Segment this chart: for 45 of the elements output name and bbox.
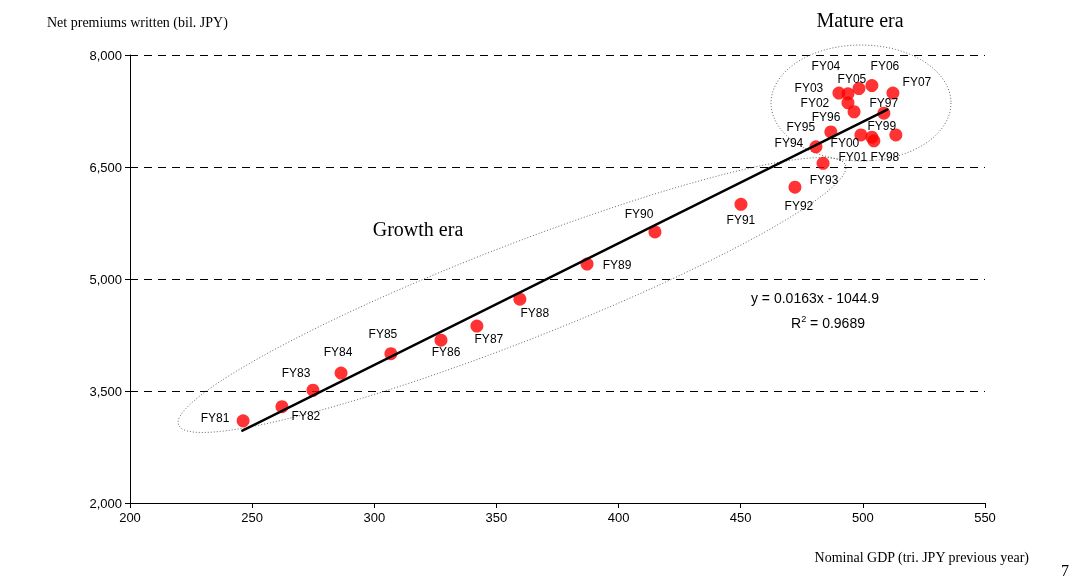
annotation: FY87 <box>474 332 504 347</box>
y-tick-label: 5,000 <box>89 271 122 287</box>
y-tick-label: 8,000 <box>89 47 122 63</box>
annotation: FY00 <box>830 135 860 150</box>
x-tick-label: 450 <box>729 510 752 525</box>
annotation: FY92 <box>784 199 814 214</box>
x-tick-label: 300 <box>363 510 386 525</box>
annotation: y = 0.0163x - 1044.9 <box>750 290 880 306</box>
y-axis-title: Net premiums written (bil. JPY) <box>47 14 229 31</box>
annotation: FY06 <box>870 58 900 73</box>
annotation: FY02 <box>800 95 830 110</box>
annotation: FY82 <box>291 408 321 423</box>
annotation: FY07 <box>902 75 932 90</box>
text: 7 <box>1061 561 1069 579</box>
x-axis-title: Nominal GDP (tri. JPY previous year) <box>814 549 1030 566</box>
annotation: FY81 <box>200 410 230 425</box>
annotation: FY86 <box>431 345 461 360</box>
x-tick-label: 400 <box>607 510 630 525</box>
x-tick-label: 200 <box>119 510 141 525</box>
x-tick-label: 250 <box>241 510 263 525</box>
annotation: FY84 <box>323 345 353 360</box>
annotation: FY93 <box>809 173 839 188</box>
y-tick-label: 3,500 <box>89 383 122 399</box>
text: Mature era <box>816 9 904 31</box>
annotation: FY98 <box>870 150 900 165</box>
annotation: FY83 <box>281 366 311 381</box>
annotation: FY88 <box>520 306 550 321</box>
annotation: FY96 <box>811 109 841 124</box>
annotation: FY03 <box>794 81 824 96</box>
annotation: FY97 <box>869 96 899 111</box>
annotation: FY01 <box>838 149 868 164</box>
annotation: FY04 <box>811 58 841 73</box>
annotation: FY94 <box>774 135 804 150</box>
x-tick-label: 350 <box>485 510 508 525</box>
annotation: FY89 <box>602 258 632 273</box>
annotation: FY99 <box>867 118 897 133</box>
y-tick-label: 2,000 <box>89 495 122 511</box>
annotation: FY90 <box>624 206 654 221</box>
x-tick-label: 500 <box>852 510 874 525</box>
y-tick-label: 6,500 <box>89 159 122 175</box>
x-tick-label: 550 <box>974 510 996 525</box>
annotation: FY91 <box>726 213 756 228</box>
annotation: Growth era <box>372 218 464 240</box>
annotation: FY85 <box>368 326 398 341</box>
annotation: FY05 <box>837 71 867 86</box>
